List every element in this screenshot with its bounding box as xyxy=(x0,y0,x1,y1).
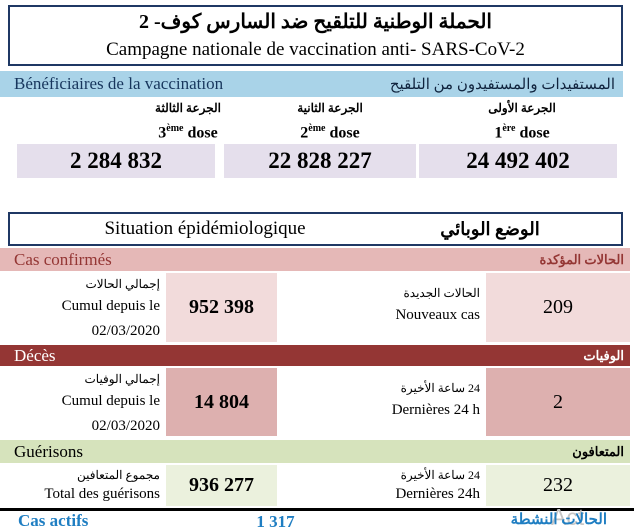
deaths-new-label: 24 ساعة الأخيرة Dernières 24 h xyxy=(280,378,480,423)
beneficiaries-band: Bénéficiaires de la vaccination المستفيد… xyxy=(0,71,623,97)
situation-title-arabic: الوضع الوبائي xyxy=(440,219,540,239)
recovered-new-label: 24 ساعة الأخيرة Dernières 24h xyxy=(280,466,480,505)
dose-2-number: 2 xyxy=(300,124,309,142)
confirmed-total-label-french-line1: Cumul depuis le xyxy=(61,298,160,314)
dose-1-word: dose xyxy=(519,124,550,142)
deaths-band-label-french: Décès xyxy=(14,345,56,365)
dose-1-label-french: 1ère dose xyxy=(424,117,620,144)
recovered-total-label-arabic: مجموع المتعافين xyxy=(77,468,160,482)
dose-2-ordinal: ème xyxy=(308,123,326,134)
recovered-band-label-french: Guérisons xyxy=(14,441,83,461)
dose-3-ordinal: ème xyxy=(166,123,184,134)
situation-header-box: Situation épidémiologique الوضع الوبائي xyxy=(8,212,623,246)
active-cases-value: 1 317 xyxy=(256,512,295,530)
campaign-title-french: Campagne nationale de vaccination anti- … xyxy=(106,39,525,60)
dose-2-header: الجرعة الثانية 2ème dose xyxy=(232,100,428,144)
situation-title-french: Situation épidémiologique xyxy=(104,218,306,239)
recovered-total-value: 936 277 xyxy=(166,465,277,506)
active-cases-label-arabic: الحالات النشطة xyxy=(510,512,607,528)
deaths-total-value: 14 804 xyxy=(166,368,277,436)
recovered-total-label-french: Total des guérisons xyxy=(44,486,160,502)
recovered-band-label-arabic: المتعافون xyxy=(572,443,624,459)
deaths-total-label-french-line2: 02/03/2020 xyxy=(91,418,160,434)
confirmed-cases-band: Cas confirmés الحالات المؤكدة xyxy=(0,248,630,271)
dose-1-number: 1 xyxy=(494,124,503,142)
dose-2-label-arabic: الجرعة الثانية xyxy=(297,101,363,115)
recovered-new-value: 232 xyxy=(486,465,630,506)
campaign-title-box: الحملة الوطنية للتلقيح ضد السارس كوف- 2 … xyxy=(8,5,623,66)
dose-3-header: الجرعة الثالثة 3ème dose xyxy=(90,100,286,144)
beneficiaries-label-french: Bénéficiaires de la vaccination xyxy=(14,74,224,93)
watermark-text: Act xyxy=(551,504,585,530)
recovered-new-label-arabic: 24 ساعة الأخيرة xyxy=(400,468,480,482)
confirmed-new-label-arabic: الحالات الجديدة xyxy=(403,286,481,300)
deaths-total-label-arabic: إجمالي الوفيات xyxy=(84,372,160,386)
dose-1-ordinal: ère xyxy=(502,123,516,134)
dose-2-label-french: 2ème dose xyxy=(232,117,428,144)
deaths-new-label-arabic: 24 ساعة الأخيرة xyxy=(400,381,480,395)
dose-2-value: 22 828 227 xyxy=(224,144,416,178)
confirmed-total-label-arabic: إجمالي الحالات xyxy=(85,277,160,291)
dose-1-label-arabic: الجرعة الأولى xyxy=(488,101,556,115)
dose-1-header: الجرعة الأولى 1ère dose xyxy=(424,100,620,144)
dose-2-word: dose xyxy=(329,124,360,142)
dose-1-value: 24 492 402 xyxy=(419,144,617,178)
deaths-total-label-french-line1: Cumul depuis le xyxy=(61,393,160,409)
recovered-total-label: مجموع المتعافين Total des guérisons xyxy=(0,466,160,505)
dose-3-label-french: 3ème dose xyxy=(90,117,286,144)
deaths-total-label: إجمالي الوفيات Cumul depuis le 02/03/202… xyxy=(0,369,160,439)
beneficiaries-label-arabic: المستفيدات والمستفيدون من التلقيح xyxy=(389,76,615,93)
campaign-title-arabic: الحملة الوطنية للتلقيح ضد السارس كوف- 2 xyxy=(139,11,492,33)
confirmed-new-value: 209 xyxy=(486,273,630,342)
confirmed-total-label-french-line2: 02/03/2020 xyxy=(91,323,160,339)
deaths-band: Décès الوفيات xyxy=(0,345,630,366)
recovered-new-label-french: Dernières 24h xyxy=(395,486,480,502)
confirmed-new-label-french: Nouveaux cas xyxy=(395,307,480,323)
confirmed-band-label-arabic: الحالات المؤكدة xyxy=(539,251,624,267)
deaths-band-label-arabic: الوفيات xyxy=(583,347,624,363)
confirmed-band-label-french: Cas confirmés xyxy=(14,249,112,269)
dose-3-label-arabic: الجرعة الثالثة xyxy=(155,101,221,115)
dose-3-value: 2 284 832 xyxy=(17,144,215,178)
confirmed-total-value: 952 398 xyxy=(166,273,277,342)
confirmed-total-label: إجمالي الحالات Cumul depuis le 02/03/202… xyxy=(0,274,160,344)
active-cases-label-french: Cas actifs xyxy=(18,511,89,530)
dose-3-number: 3 xyxy=(158,124,167,142)
recovered-band: Guérisons المتعافون xyxy=(0,440,630,463)
divider-line xyxy=(0,508,634,511)
deaths-new-label-french: Dernières 24 h xyxy=(391,402,480,418)
confirmed-new-label: الحالات الجديدة Nouveaux cas xyxy=(280,283,480,328)
deaths-new-value: 2 xyxy=(486,368,630,436)
dose-3-word: dose xyxy=(187,124,218,142)
